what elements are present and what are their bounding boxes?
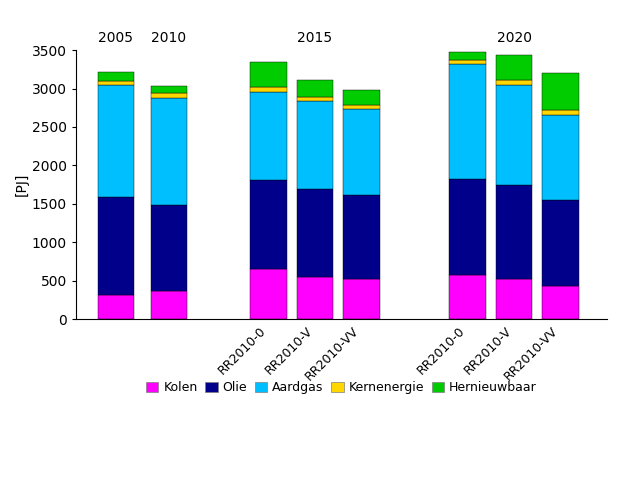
Bar	[496, 85, 532, 186]
Bar	[297, 101, 333, 188]
Bar	[98, 85, 134, 197]
Bar	[449, 64, 486, 179]
Bar	[343, 195, 379, 279]
Bar	[343, 90, 379, 105]
Bar	[98, 197, 134, 295]
Bar	[297, 80, 333, 96]
Text: 2010: 2010	[151, 32, 187, 45]
Bar	[151, 98, 187, 205]
Bar	[98, 72, 134, 81]
Bar	[151, 86, 187, 93]
Bar	[250, 269, 287, 319]
Bar	[250, 62, 287, 87]
Bar	[449, 179, 486, 276]
Bar	[496, 80, 532, 85]
Bar	[151, 93, 187, 98]
Bar	[496, 186, 532, 279]
Bar	[151, 205, 187, 291]
Bar	[542, 111, 579, 114]
Bar	[542, 286, 579, 319]
Text: 2015: 2015	[297, 32, 333, 45]
Legend: Kolen, Olie, Aardgas, Kernenergie, Hernieuwbaar: Kolen, Olie, Aardgas, Kernenergie, Herni…	[141, 376, 542, 399]
Bar	[343, 105, 379, 109]
Bar	[449, 52, 486, 59]
Bar	[297, 188, 333, 277]
Y-axis label: [PJ]: [PJ]	[15, 173, 29, 196]
Bar	[496, 56, 532, 80]
Text: 2005: 2005	[98, 32, 133, 45]
Bar	[542, 114, 579, 200]
Bar	[250, 180, 287, 269]
Bar	[250, 87, 287, 92]
Bar	[343, 109, 379, 195]
Bar	[98, 81, 134, 85]
Bar	[542, 200, 579, 286]
Bar	[542, 73, 579, 111]
Bar	[496, 279, 532, 319]
Bar	[343, 279, 379, 319]
Bar	[151, 291, 187, 319]
Bar	[98, 295, 134, 319]
Text: 2020: 2020	[496, 32, 532, 45]
Bar	[449, 59, 486, 64]
Bar	[297, 96, 333, 101]
Bar	[250, 92, 287, 180]
Bar	[297, 277, 333, 319]
Bar	[449, 276, 486, 319]
